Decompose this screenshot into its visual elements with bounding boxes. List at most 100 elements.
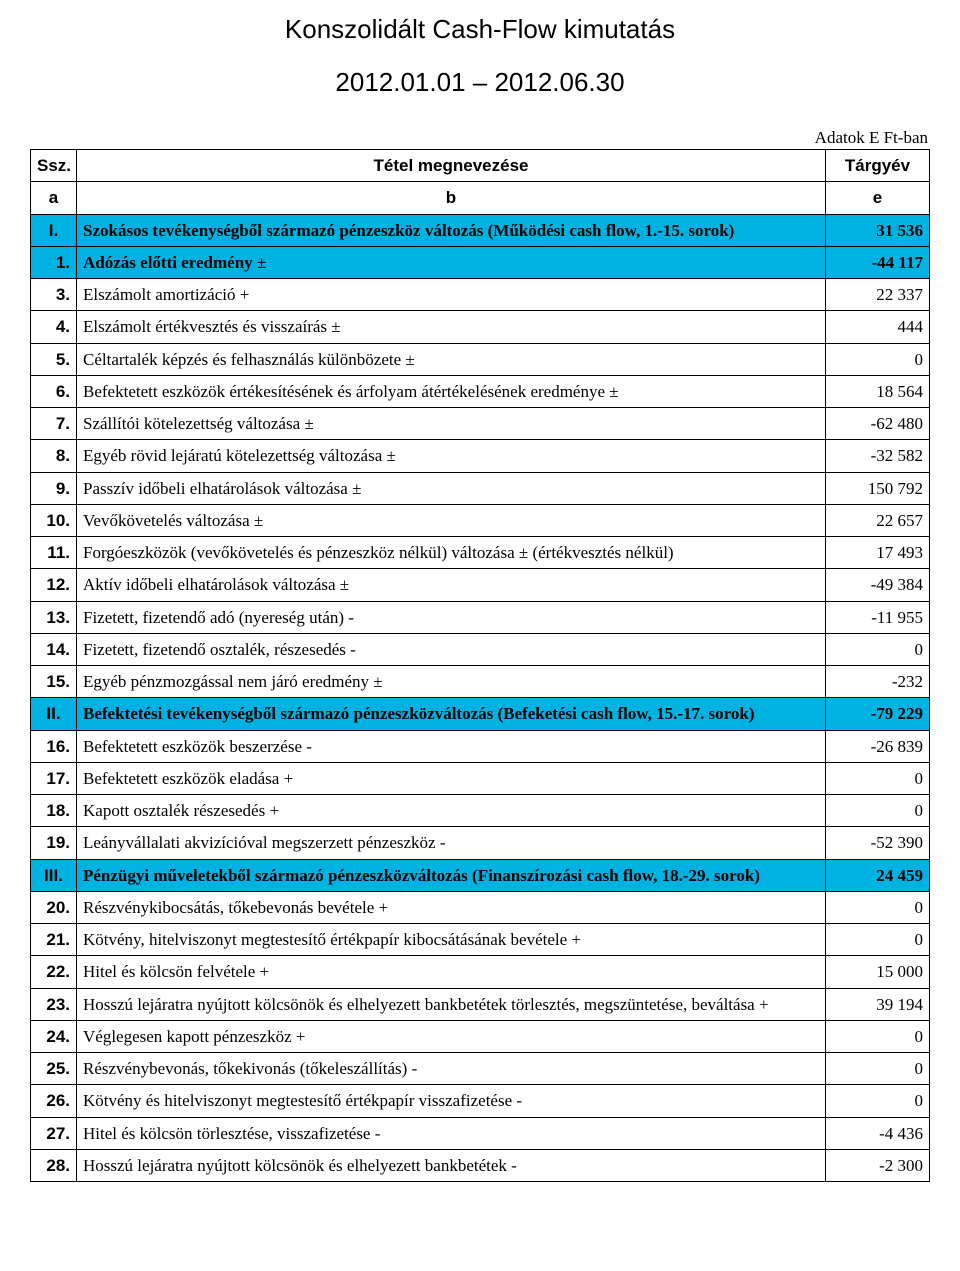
- row-value: 0: [826, 1020, 930, 1052]
- table-row: 18.Kapott osztalék részesedés +0: [31, 795, 930, 827]
- row-value: -26 839: [826, 730, 930, 762]
- table-row: 24.Véglegesen kapott pénzeszköz +0: [31, 1020, 930, 1052]
- row-value: 0: [826, 762, 930, 794]
- row-ssz: 27.: [31, 1117, 77, 1149]
- row-desc: Szállítói kötelezettség változása ±: [77, 408, 826, 440]
- table-row: 28.Hosszú lejáratra nyújtott kölcsönök é…: [31, 1149, 930, 1181]
- table-row: 5.Céltartalék képzés és felhasználás kül…: [31, 343, 930, 375]
- table-row: 15.Egyéb pénzmozgással nem járó eredmény…: [31, 666, 930, 698]
- table-row: 25.Részvénybevonás, tőkekivonás (tőkeles…: [31, 1053, 930, 1085]
- row-ssz: 9.: [31, 472, 77, 504]
- table-row: 13.Fizetett, fizetendő adó (nyereség utá…: [31, 601, 930, 633]
- row-desc: Hosszú lejáratra nyújtott kölcsönök és e…: [77, 1149, 826, 1181]
- row-desc: Forgóeszközök (vevőkövetelés és pénzeszk…: [77, 537, 826, 569]
- row-value: 0: [826, 343, 930, 375]
- table-row: 20.Részvénykibocsátás, tőkebevonás bevét…: [31, 891, 930, 923]
- row-desc: Aktív időbeli elhatárolások változása ±: [77, 569, 826, 601]
- subheader-desc: b: [77, 182, 826, 214]
- row-ssz: 19.: [31, 827, 77, 859]
- table-subheader-row: a b e: [31, 182, 930, 214]
- row-value: 22 657: [826, 504, 930, 536]
- row-ssz: 23.: [31, 988, 77, 1020]
- row-ssz: III.: [31, 859, 77, 891]
- row-value: -49 384: [826, 569, 930, 601]
- row-ssz: 4.: [31, 311, 77, 343]
- row-desc: Befektetési tevékenységből származó pénz…: [77, 698, 826, 730]
- row-desc: Kötvény, hitelviszonyt megtestesítő érté…: [77, 924, 826, 956]
- row-desc: Elszámolt értékvesztés és visszaírás ±: [77, 311, 826, 343]
- row-ssz: 26.: [31, 1085, 77, 1117]
- table-row: III.Pénzügyi műveletekből származó pénze…: [31, 859, 930, 891]
- page-title: Konszolidált Cash-Flow kimutatás: [30, 14, 930, 45]
- row-value: 15 000: [826, 956, 930, 988]
- row-ssz: 7.: [31, 408, 77, 440]
- row-ssz: I.: [31, 214, 77, 246]
- row-ssz: 21.: [31, 924, 77, 956]
- row-value: 150 792: [826, 472, 930, 504]
- row-desc: Adózás előtti eredmény ±: [77, 246, 826, 278]
- row-desc: Befektetett eszközök eladása +: [77, 762, 826, 794]
- table-row: 7.Szállítói kötelezettség változása ±-62…: [31, 408, 930, 440]
- table-row: 1.Adózás előtti eredmény ±-44 117: [31, 246, 930, 278]
- table-row: 14.Fizetett, fizetendő osztalék, részese…: [31, 633, 930, 665]
- row-ssz: 17.: [31, 762, 77, 794]
- table-row: 6.Befektetett eszközök értékesítésének é…: [31, 375, 930, 407]
- row-ssz: 14.: [31, 633, 77, 665]
- row-value: -32 582: [826, 440, 930, 472]
- table-row: 12.Aktív időbeli elhatárolások változása…: [31, 569, 930, 601]
- row-desc: Hitel és kölcsön törlesztése, visszafize…: [77, 1117, 826, 1149]
- row-desc: Kötvény és hitelviszonyt megtestesítő ér…: [77, 1085, 826, 1117]
- row-value: 0: [826, 795, 930, 827]
- table-row: 3.Elszámolt amortizáció +22 337: [31, 279, 930, 311]
- row-value: -79 229: [826, 698, 930, 730]
- table-row: 10.Vevőkövetelés változása ±22 657: [31, 504, 930, 536]
- subheader-ssz: a: [31, 182, 77, 214]
- table-row: 23.Hosszú lejáratra nyújtott kölcsönök é…: [31, 988, 930, 1020]
- row-ssz: 16.: [31, 730, 77, 762]
- row-ssz: 22.: [31, 956, 77, 988]
- row-value: 22 337: [826, 279, 930, 311]
- row-ssz: 13.: [31, 601, 77, 633]
- row-value: 0: [826, 924, 930, 956]
- table-row: 26.Kötvény és hitelviszonyt megtestesítő…: [31, 1085, 930, 1117]
- row-ssz: 3.: [31, 279, 77, 311]
- row-value: 39 194: [826, 988, 930, 1020]
- row-ssz: 24.: [31, 1020, 77, 1052]
- row-value: -11 955: [826, 601, 930, 633]
- row-value: 0: [826, 1053, 930, 1085]
- table-row: 16.Befektetett eszközök beszerzése --26 …: [31, 730, 930, 762]
- row-desc: Leányvállalati akvizícióval megszerzett …: [77, 827, 826, 859]
- row-ssz: II.: [31, 698, 77, 730]
- row-desc: Egyéb rövid lejáratú kötelezettség válto…: [77, 440, 826, 472]
- col-header-val: Tárgyév: [826, 150, 930, 182]
- cashflow-table: Ssz. Tétel megnevezése Tárgyév a b e I. S…: [30, 149, 930, 1182]
- row-desc: Egyéb pénzmozgással nem járó eredmény ±: [77, 666, 826, 698]
- row-desc: Kapott osztalék részesedés +: [77, 795, 826, 827]
- table-row: 9.Passzív időbeli elhatárolások változás…: [31, 472, 930, 504]
- row-value: -44 117: [826, 246, 930, 278]
- row-desc: Hitel és kölcsön felvétele +: [77, 956, 826, 988]
- row-ssz: 18.: [31, 795, 77, 827]
- row-desc: Pénzügyi műveletekből származó pénzeszkö…: [77, 859, 826, 891]
- row-value: 31 536: [826, 214, 930, 246]
- table-row: 8.Egyéb rövid lejáratú kötelezettség vál…: [31, 440, 930, 472]
- row-desc: Részvénybevonás, tőkekivonás (tőkeleszál…: [77, 1053, 826, 1085]
- row-ssz: 5.: [31, 343, 77, 375]
- row-value: 0: [826, 633, 930, 665]
- subheader-val: e: [826, 182, 930, 214]
- row-desc: Fizetett, fizetendő osztalék, részesedés…: [77, 633, 826, 665]
- row-value: -232: [826, 666, 930, 698]
- row-ssz: 15.: [31, 666, 77, 698]
- row-desc: Céltartalék képzés és felhasználás külön…: [77, 343, 826, 375]
- row-ssz: 20.: [31, 891, 77, 923]
- table-header-row: Ssz. Tétel megnevezése Tárgyév: [31, 150, 930, 182]
- row-desc: Passzív időbeli elhatárolások változása …: [77, 472, 826, 504]
- table-row: 4.Elszámolt értékvesztés és visszaírás ±…: [31, 311, 930, 343]
- row-ssz: 25.: [31, 1053, 77, 1085]
- row-value: -4 436: [826, 1117, 930, 1149]
- unit-note: Adatok E Ft-ban: [30, 128, 928, 148]
- row-ssz: 12.: [31, 569, 77, 601]
- row-value: -2 300: [826, 1149, 930, 1181]
- table-row: 22.Hitel és kölcsön felvétele +15 000: [31, 956, 930, 988]
- row-ssz: 1.: [31, 246, 77, 278]
